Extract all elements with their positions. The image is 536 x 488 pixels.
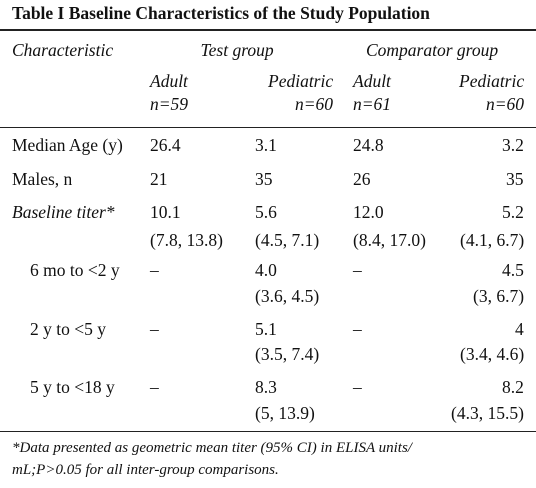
cell: (3.5, 7.4) xyxy=(255,344,320,364)
cell: 4.0 xyxy=(255,260,277,280)
row-label: 6 mo to <2 y xyxy=(30,260,120,280)
subcolumn-header: Adult xyxy=(353,71,391,91)
row-label: Males, n xyxy=(12,169,73,189)
subcolumn-header: Pediatric xyxy=(459,71,525,91)
subcolumn-n: n=61 xyxy=(353,94,392,114)
cell: 8.3 xyxy=(255,377,277,397)
cell: 4.5 xyxy=(502,260,524,280)
cell: (4.5, 7.1) xyxy=(255,230,320,250)
cell: 24.8 xyxy=(353,135,384,155)
table-title: Table I Baseline Characteristics of the … xyxy=(12,3,430,23)
cell: (3.6, 4.5) xyxy=(255,286,320,306)
row-label: Median Age (y) xyxy=(12,135,123,155)
cell: – xyxy=(353,377,362,397)
cell: – xyxy=(150,319,159,339)
cell: 5.2 xyxy=(502,202,524,222)
subcolumn-n: n=60 xyxy=(295,94,334,114)
cell: (4.3, 15.5) xyxy=(451,403,524,423)
cell: 26 xyxy=(353,169,371,189)
foot-rule xyxy=(0,431,536,432)
cell: (4.1, 6.7) xyxy=(460,230,525,250)
cell: 12.0 xyxy=(353,202,384,222)
cell: 5.6 xyxy=(255,202,277,222)
cell: – xyxy=(150,377,159,397)
top-rule xyxy=(0,29,536,31)
cell: – xyxy=(150,260,159,280)
footnote: mL;P>0.05 for all inter-group comparison… xyxy=(12,462,279,478)
subcolumn-n: n=59 xyxy=(150,94,189,114)
cell: 26.4 xyxy=(150,135,181,155)
row-label: Baseline titer* xyxy=(12,202,115,222)
cell: 10.1 xyxy=(150,202,181,222)
cell: 5.1 xyxy=(255,319,277,339)
cell: 3.1 xyxy=(255,135,277,155)
cell: 8.2 xyxy=(502,377,524,397)
cell: – xyxy=(353,260,362,280)
header-rule xyxy=(0,127,536,128)
cell: (5, 13.9) xyxy=(255,403,315,423)
group-header: Test group xyxy=(200,40,274,60)
cell: 35 xyxy=(506,169,524,189)
subcolumn-header: Adult xyxy=(150,71,188,91)
row-label: 5 y to <18 y xyxy=(30,377,115,397)
cell: 4 xyxy=(515,319,524,339)
cell: – xyxy=(353,319,362,339)
subcolumn-header: Pediatric xyxy=(268,71,334,91)
cell: 3.2 xyxy=(502,135,524,155)
group-header: Comparator group xyxy=(366,40,499,60)
footnote: *Data presented as geometric mean titer … xyxy=(12,440,412,456)
cell: (8.4, 17.0) xyxy=(353,230,426,250)
column-header: Characteristic xyxy=(12,40,114,60)
cell: (3, 6.7) xyxy=(473,286,525,306)
cell: 35 xyxy=(255,169,273,189)
row-label: 2 y to <5 y xyxy=(30,319,106,339)
subcolumn-n: n=60 xyxy=(486,94,525,114)
cell: 21 xyxy=(150,169,168,189)
cell: (7.8, 13.8) xyxy=(150,230,223,250)
cell: (3.4, 4.6) xyxy=(460,344,525,364)
